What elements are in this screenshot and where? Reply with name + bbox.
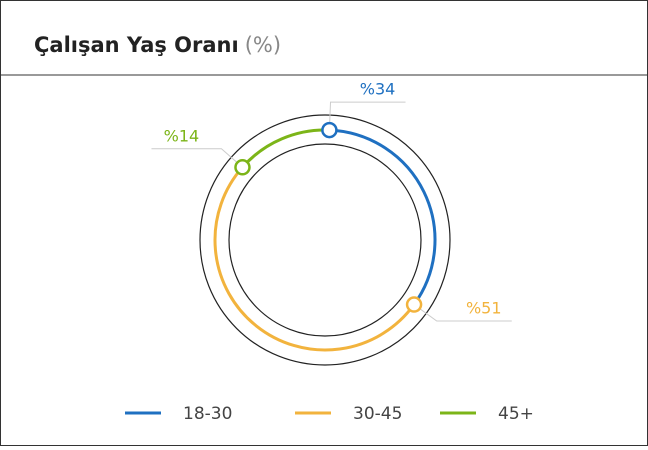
legend-label: 30-45 — [353, 404, 402, 424]
arc-segment — [329, 128, 437, 306]
leader-line — [328, 101, 406, 131]
leader-line — [151, 148, 243, 168]
outer-ring — [199, 114, 451, 366]
inner-ring — [228, 143, 422, 337]
segment-marker — [234, 159, 251, 176]
legend-label: 18-30 — [183, 404, 232, 424]
title-unit: (%) — [245, 33, 281, 57]
arc-segment — [213, 166, 416, 352]
title: Çalışan Yaş Oranı — [34, 33, 239, 57]
leader-line — [413, 304, 512, 322]
data-label: %51 — [466, 298, 502, 317]
segment-marker — [321, 121, 338, 139]
arc-segment — [241, 128, 330, 169]
chart-title: Çalışan Yaş Oranı (%) — [34, 33, 281, 57]
legend-label: 45+ — [498, 404, 534, 424]
data-label: %34 — [360, 80, 396, 99]
data-label: %14 — [164, 126, 200, 145]
segment-marker — [405, 296, 423, 313]
